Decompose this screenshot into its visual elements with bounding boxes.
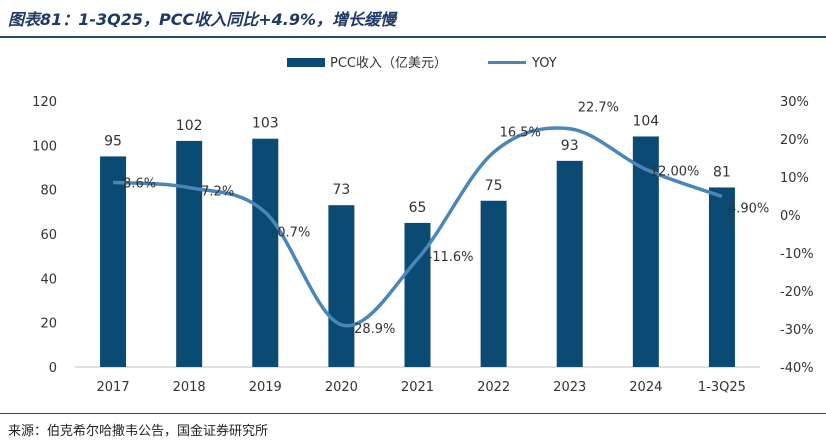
yoy-value-label: -28.9% — [349, 322, 395, 337]
bar — [708, 187, 735, 367]
yoy-value-label: 8.6% — [123, 176, 156, 191]
x-tick-label: 1-3Q25 — [698, 380, 746, 395]
data-labels: 95 102 103 73 65 75 93 104 81 8.6% 7.2% 0.7% -28.9% -… — [104, 101, 769, 337]
y-right-tick-label: 10% — [780, 171, 809, 186]
combo-chart: PCC收入（亿美元） YOY 0 20 40 60 80 100 120 -40% -30% -2… — [32, 56, 813, 395]
y-right-tick-label: -20% — [780, 285, 814, 300]
yoy-value-label: 22.7% — [578, 101, 619, 116]
figure-title: 图表81：1-3Q25，PCC收入同比+4.9%，增长缓慢 — [8, 10, 397, 29]
yoy-line — [112, 126, 723, 328]
source-note: 来源：伯克希尔哈撒韦公告，国金证券研究所 — [8, 424, 269, 439]
axes: 0 20 40 60 80 100 120 -40% -30% -20% -10% 0% 10% 20% 3… — [32, 95, 813, 395]
legend-bar-swatch — [287, 58, 325, 67]
legend-line-label: YOY — [531, 56, 557, 71]
yoy-value-label: 12.00% — [650, 164, 700, 179]
bar-value-label: 65 — [409, 200, 427, 216]
y-right-tick-label: 20% — [780, 133, 809, 148]
bar-value-label: 73 — [332, 182, 350, 198]
bar-series — [100, 136, 735, 367]
yoy-line-series — [112, 126, 723, 328]
bar-value-label: 81 — [713, 164, 731, 180]
y-right-tick-label: -40% — [780, 361, 814, 376]
title-rule — [0, 36, 826, 38]
x-tick-label: 2022 — [477, 380, 510, 395]
bar — [480, 200, 507, 367]
yoy-value-label: -11.6% — [428, 250, 474, 265]
x-tick-label: 2019 — [249, 380, 282, 395]
y-right-tick-label: 0% — [780, 209, 801, 224]
x-tick-label: 2020 — [325, 380, 358, 395]
yoy-value-label: 4.90% — [728, 201, 769, 216]
yoy-value-label: 7.2% — [201, 185, 234, 200]
bar-value-label: 93 — [561, 138, 579, 154]
y-left-tick-label: 120 — [32, 95, 57, 110]
x-tick-label: 2024 — [629, 380, 662, 395]
yoy-value-label: 16.5% — [500, 125, 541, 140]
bar — [328, 205, 355, 367]
y-right-tick-label: -30% — [780, 323, 814, 338]
y-left-tick-label: 20 — [40, 317, 57, 332]
x-tick-label: 2021 — [401, 380, 434, 395]
y-left-tick-label: 60 — [40, 228, 57, 243]
chart-legend: PCC收入（亿美元） YOY — [287, 56, 557, 71]
yoy-value-label: 0.7% — [277, 225, 310, 240]
bar-value-label: 75 — [485, 178, 503, 194]
x-tick-label: 2018 — [173, 380, 206, 395]
bottom-rule — [0, 413, 826, 414]
y-left-tick-label: 40 — [40, 272, 57, 287]
y-left-tick-label: 80 — [40, 184, 57, 199]
bar — [252, 138, 279, 367]
bar-value-label: 102 — [176, 118, 203, 134]
bar — [556, 160, 583, 367]
bar-value-label: 95 — [104, 133, 122, 149]
bar-value-label: 103 — [252, 116, 279, 132]
bar — [100, 156, 127, 367]
x-tick-label: 2017 — [97, 380, 130, 395]
bar — [176, 140, 203, 367]
legend-bar-label: PCC收入（亿美元） — [330, 56, 447, 71]
bar-value-label: 104 — [632, 113, 659, 129]
x-tick-label: 2023 — [553, 380, 586, 395]
y-right-tick-label: -10% — [780, 247, 814, 262]
y-right-tick-label: 30% — [780, 95, 809, 110]
y-left-tick-label: 0 — [49, 361, 57, 376]
y-left-tick-label: 100 — [32, 139, 57, 154]
